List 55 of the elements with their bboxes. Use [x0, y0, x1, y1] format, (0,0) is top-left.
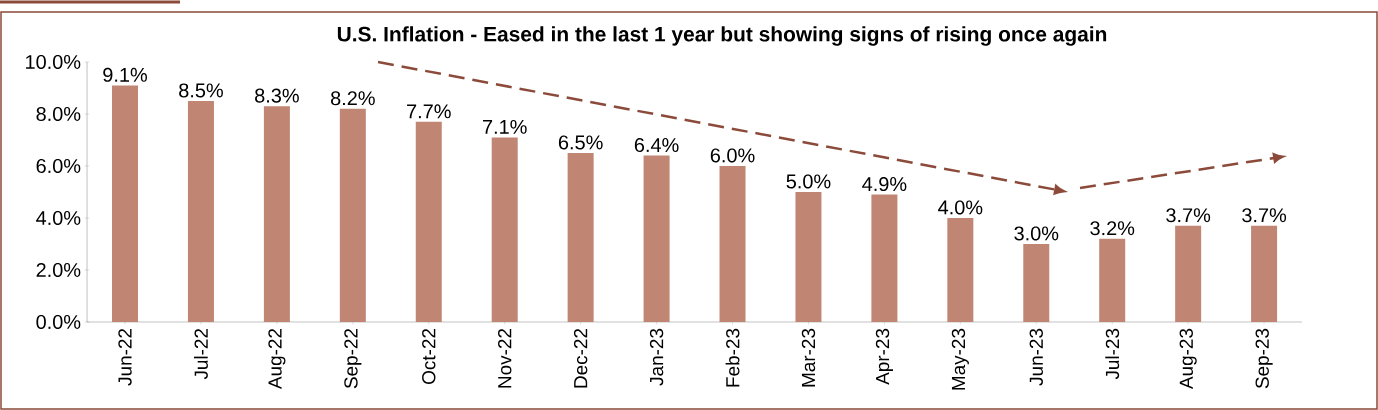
data-label: 3.0% — [1014, 226, 1059, 241]
bar — [1023, 244, 1050, 322]
x-tick-label: Jun-23 — [1029, 328, 1043, 386]
data-label: 3.7% — [1242, 208, 1287, 223]
data-label: 4.0% — [938, 200, 983, 215]
bar — [112, 85, 139, 322]
x-tick-label: Aug-22 — [268, 328, 286, 390]
bar — [491, 137, 518, 322]
data-label: 5.0% — [786, 174, 831, 189]
x-tick-label: May-23 — [951, 328, 969, 390]
bar — [1099, 238, 1126, 322]
x-tick-label: Mar-23 — [801, 328, 816, 387]
data-label: 8.2% — [330, 91, 375, 106]
bar — [795, 192, 822, 322]
bar — [263, 106, 290, 322]
data-label: 9.1% — [103, 67, 147, 82]
y-tick-label: 10.0% — [26, 54, 81, 70]
bar — [643, 155, 670, 322]
bar — [871, 194, 898, 322]
x-tick-label: Oct-22 — [422, 328, 436, 384]
x-tick-label: Sep-22 — [344, 328, 362, 389]
bar — [415, 121, 442, 322]
x-tick-label: Jul-22 — [194, 328, 208, 380]
bar — [947, 218, 974, 322]
data-label: 7.7% — [407, 104, 451, 119]
bar — [719, 166, 746, 322]
data-label: 4.9% — [862, 176, 907, 192]
bar — [1175, 225, 1202, 322]
bar — [1251, 225, 1278, 322]
data-label: 3.7% — [1166, 208, 1211, 223]
x-tick-label: Dec-22 — [573, 328, 588, 388]
x-tick-label: Jun-22 — [118, 328, 132, 386]
x-tick-label: Apr-23 — [875, 328, 893, 385]
x-tick-label: Feb-23 — [725, 328, 740, 387]
y-tick-label: 4.0% — [36, 210, 81, 226]
y-tick-label: 2.0% — [36, 262, 81, 278]
data-label: 8.3% — [255, 88, 299, 103]
y-tick-label: 0.0% — [36, 314, 81, 330]
bar — [339, 108, 366, 322]
data-label: 8.5% — [179, 83, 223, 98]
data-label: 6.4% — [634, 137, 679, 153]
data-label: 7.1% — [483, 119, 527, 134]
x-tick-label: Jan-23 — [649, 328, 664, 386]
x-tick-label: Sep-23 — [1255, 328, 1273, 389]
bar — [187, 101, 214, 322]
data-label: 6.0% — [710, 148, 755, 163]
bar — [567, 153, 594, 322]
x-tick-label: Jul-23 — [1105, 328, 1120, 380]
x-tick-label: Aug-23 — [1179, 328, 1197, 390]
y-tick-label: 8.0% — [36, 106, 81, 122]
y-tick-label: 6.0% — [36, 158, 81, 174]
data-label: 3.2% — [1090, 221, 1135, 236]
x-tick-label: Nov-22 — [498, 328, 512, 388]
data-label: 6.5% — [558, 135, 603, 150]
chart-title: U.S. Inflation - Eased in the last 1 year but showing signs of rising once again — [337, 26, 1107, 46]
